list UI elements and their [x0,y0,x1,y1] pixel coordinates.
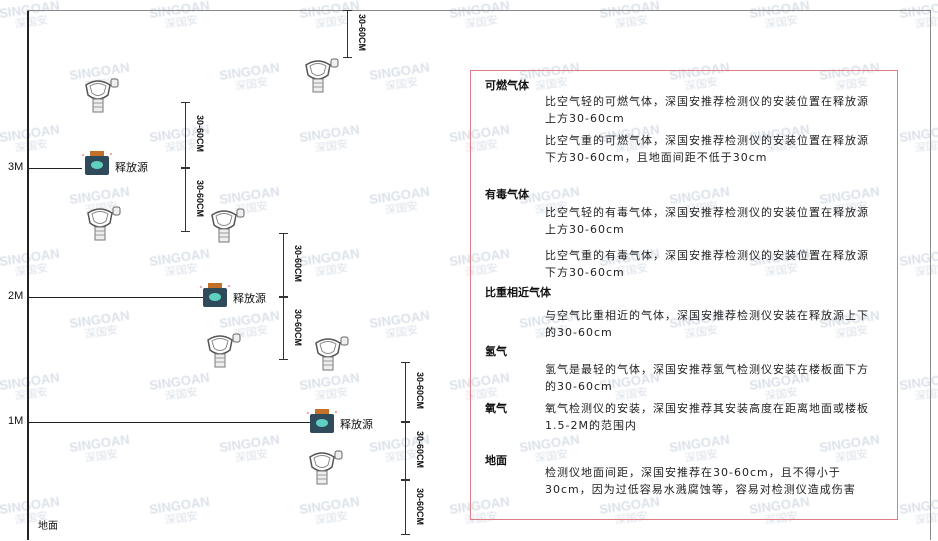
section-title: 比重相近气体 [485,286,551,299]
release-source-icon [200,282,230,308]
dimension-label: 30-60CM [415,431,425,469]
level-3m-label: 3M [8,161,24,173]
dimension-label: 30-60CM [357,14,367,52]
dimension-label: 30-60CM [293,245,303,283]
dimension-line: 30-60CM [401,362,425,422]
info-panel: 可燃气体比空气轻的可燃气体，深国安推荐检测仪的安装位置在释放源上方30-60cm… [470,70,898,520]
dimension-label: 30-60CM [415,372,425,410]
gas-detector-icon [310,333,350,373]
gas-detector-icon [304,447,344,487]
section-title: 可燃气体 [485,79,529,92]
dimension-line: 30-60CM [343,10,367,58]
section-text: 比空气轻的可燃气体，深国安推荐检测仪的安装位置在释放源上方30-60cm [545,95,869,125]
dimension-label: 30-60CM [195,180,205,218]
dimension-label: 30-60CM [293,308,303,346]
section-text: 与空气比重相近的气体，深国安推荐检测仪安装在释放源上下的30-60cm [545,309,869,339]
section-text: 检测仪地面间距，深国安推荐在30-60cm，且不得小于30cm，因为过低容易水溅… [545,466,856,496]
dimension-line: 30-60CM [181,102,205,168]
dimension-label: 30-60CM [415,487,425,525]
gas-detector-icon [202,330,242,370]
gas-detector-icon [206,205,246,245]
section-title: 有毒气体 [485,188,529,201]
right-border [930,10,931,540]
level-2m-label: 2M [8,290,24,302]
release-source-icon [82,150,112,176]
release-source-label: 释放源 [115,161,148,174]
section-title: 氢气 [485,345,507,358]
gas-detector-icon [80,75,120,115]
section-title: 地面 [485,454,507,467]
section-text: 比空气重的有毒气体，深国安推荐检测仪的安装位置在释放源下方30-60cm [545,249,869,279]
section-text: 比空气重的可燃气体，深国安推荐检测仪的安装位置在释放源下方30-60cm，且地面… [545,134,869,164]
section-title: 氧气 [485,402,507,415]
dimension-line: 30-60CM [401,480,425,535]
wall-line [27,10,29,540]
ceiling-line [27,10,930,11]
section-text: 氧气检测仪的安装，深国安推荐其安装高度在距离地面或楼板1.5-2M的范围内 [545,402,869,432]
level-2m-line [27,297,205,298]
section-text: 比空气轻的有毒气体，深国安推荐检测仪的安装位置在释放源上方30-60cm [545,206,869,236]
release-source-icon [307,408,337,434]
dimension-line: 30-60CM [181,168,205,232]
level-3m-line [27,168,82,169]
release-source-label: 释放源 [340,418,373,431]
dimension-line: 30-60CM [401,422,425,480]
release-source-label: 释放源 [233,292,266,305]
ground-label: 地面 [38,521,58,532]
dimension-label: 30-60CM [195,115,205,153]
gas-detector-icon [82,203,122,243]
gas-detector-icon [300,55,340,95]
section-text: 氢气是最轻的气体，深国安推荐氢气检测仪安装在楼板面下方的30-60cm [545,363,869,393]
dimension-line: 30-60CM [279,233,303,297]
level-1m-line [27,422,310,423]
dimension-line: 30-60CM [279,297,303,360]
level-1m-label: 1M [8,415,24,427]
